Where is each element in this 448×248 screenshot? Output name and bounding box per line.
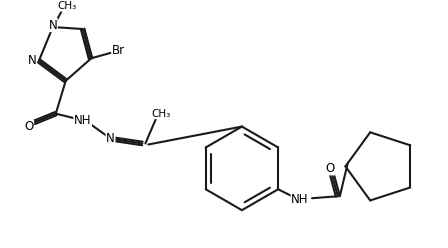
Text: N: N: [106, 132, 115, 145]
Text: CH₃: CH₃: [57, 1, 76, 11]
Text: N: N: [27, 54, 36, 67]
Text: Br: Br: [112, 44, 125, 58]
Text: CH₃: CH₃: [152, 109, 171, 119]
Text: O: O: [24, 120, 34, 133]
Text: O: O: [325, 162, 335, 175]
Text: N: N: [48, 19, 57, 31]
Text: NH: NH: [291, 193, 309, 206]
Text: NH: NH: [74, 114, 91, 127]
